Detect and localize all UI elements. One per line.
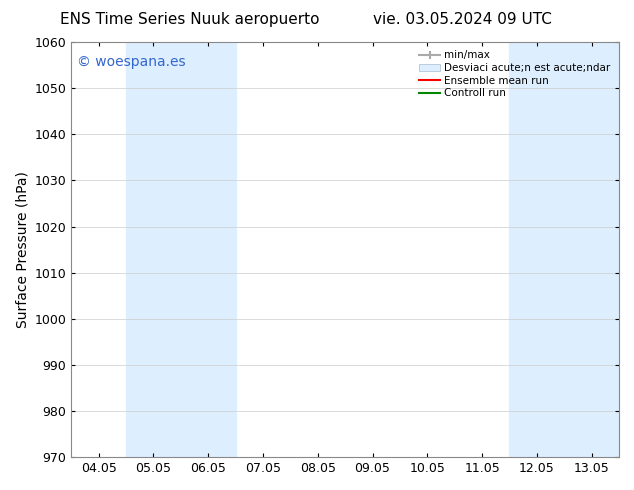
Y-axis label: Surface Pressure (hPa): Surface Pressure (hPa)	[15, 171, 29, 328]
Bar	[126, 42, 236, 457]
Legend: min/max, Desviaci acute;n est acute;ndar, Ensemble mean run, Controll run: min/max, Desviaci acute;n est acute;ndar…	[417, 47, 614, 101]
Text: vie. 03.05.2024 09 UTC: vie. 03.05.2024 09 UTC	[373, 12, 552, 27]
Text: ENS Time Series Nuuk aeropuerto: ENS Time Series Nuuk aeropuerto	[60, 12, 320, 27]
Bar	[510, 42, 619, 457]
Text: © woespana.es: © woespana.es	[77, 54, 185, 69]
